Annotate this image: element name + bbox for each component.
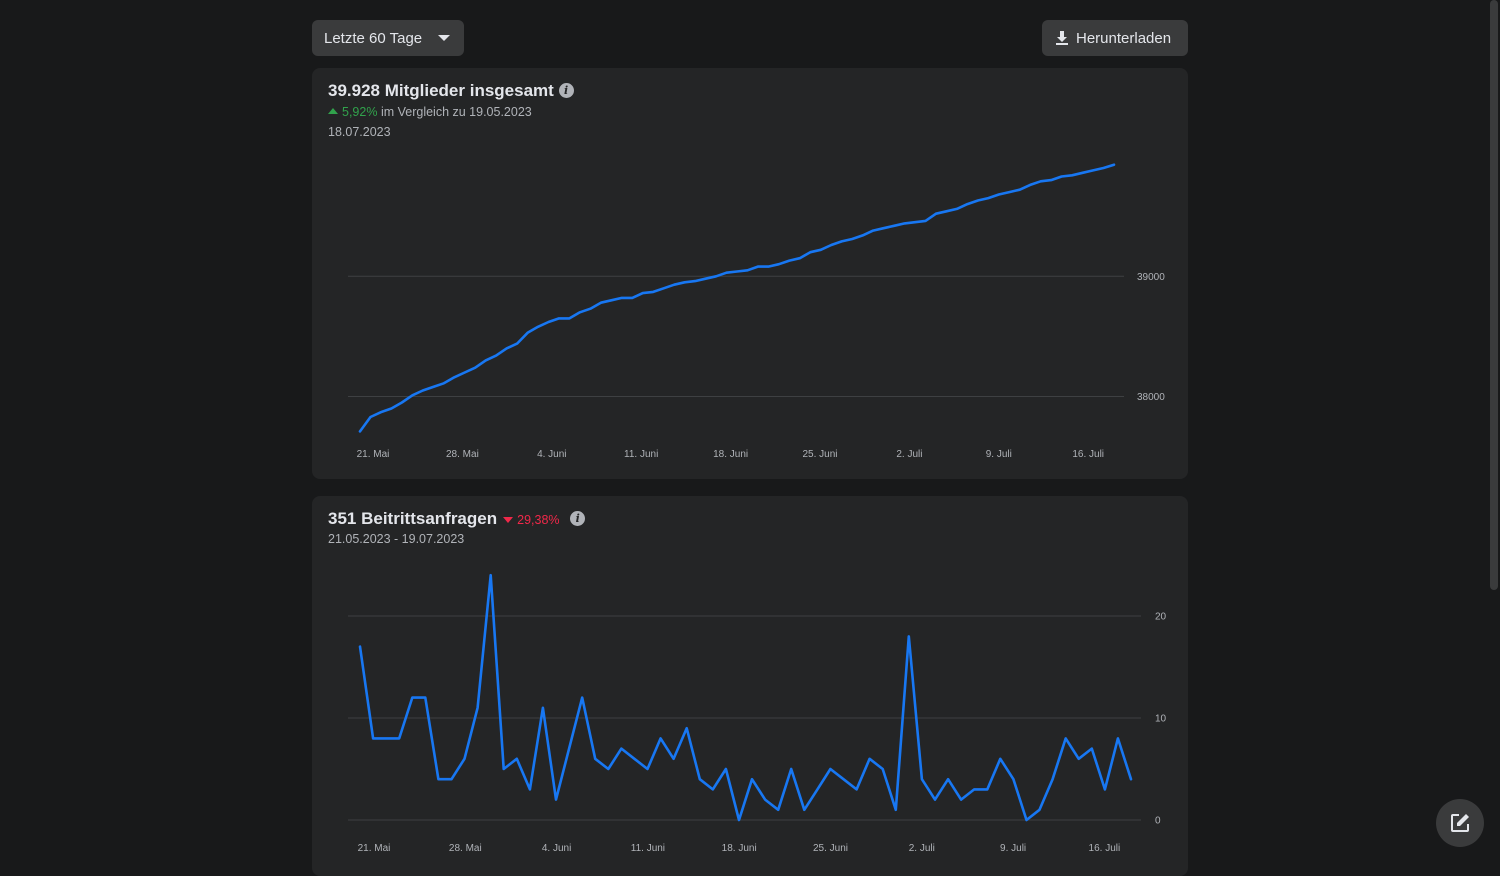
date-range-dropdown[interactable]: Letzte 60 Tage: [312, 20, 464, 56]
requests-change-pct: 29,38%: [517, 513, 560, 527]
download-label: Herunterladen: [1076, 29, 1172, 47]
y-tick-label: 39000: [1137, 272, 1165, 283]
x-tick-label: 18. Juni: [713, 449, 748, 460]
members-change: 5,92% im Vergleich zu 19.05.2023: [328, 105, 532, 119]
members-title: 39.928 Mitglieder insgesamt: [328, 81, 554, 100]
x-tick-label: 28. Mai: [446, 449, 479, 460]
members-date: 18.07.2023: [328, 125, 391, 139]
caret-down-icon: [438, 35, 450, 41]
toolbar: Letzte 60 Tage Herunterladen: [312, 20, 1188, 56]
download-icon: [1056, 31, 1068, 45]
edit-icon: [1451, 814, 1469, 832]
compose-button[interactable]: [1436, 799, 1484, 847]
trend-up-icon: [328, 108, 338, 114]
y-tick-label: 20: [1155, 612, 1167, 623]
members-line-chart: 38000 39000 21. Mai 28. Mai 4. Juni 11. Juni 1…: [348, 163, 1165, 460]
info-icon[interactable]: i: [570, 511, 586, 526]
series-line: [358, 573, 1133, 822]
requests-card: 351 Beitrittsanfragen 29,38% i 21.05.2023…: [312, 496, 1188, 876]
y-tick-label: 0: [1155, 816, 1161, 827]
y-tick-label: 38000: [1137, 392, 1165, 403]
requests-title-row: 351 Beitrittsanfragen 29,38% i: [328, 509, 586, 529]
members-card: 39.928 Mitglieder insgesamt i 5,92% im V…: [312, 68, 1188, 479]
x-tick-label: 2. Juli: [896, 449, 922, 460]
members-change-text: im Vergleich zu 19.05.2023: [380, 105, 532, 119]
y-tick-label: 10: [1155, 714, 1167, 725]
x-tick-label: 4. Juni: [542, 843, 571, 854]
date-range-label: Letzte 60 Tage: [324, 29, 423, 47]
x-tick-label: 16. Juli: [1089, 843, 1121, 854]
x-tick-label: 25. Juni: [813, 843, 848, 854]
x-tick-label: 18. Juni: [722, 843, 757, 854]
members-change-pct: 5,92%: [342, 105, 378, 119]
info-icon[interactable]: i: [558, 83, 574, 98]
x-tick-label: 4. Juni: [537, 449, 566, 460]
x-tick-label: 25. Juni: [802, 449, 837, 460]
x-tick-label: 9. Juli: [1000, 843, 1026, 854]
x-tick-label: 16. Juli: [1072, 449, 1104, 460]
requests-title: 351 Beitrittsanfragen: [328, 509, 498, 528]
x-tick-label: 11. Juni: [624, 449, 658, 460]
requests-line-chart: 0 10 20 21. Mai 28. Mai 4. Juni 11. Juni 18. Ju…: [348, 573, 1167, 854]
x-tick-label: 2. Juli: [909, 843, 935, 854]
trend-down-icon: [503, 517, 514, 523]
x-tick-label: 28. Mai: [449, 843, 482, 854]
download-button[interactable]: Herunterladen: [1042, 20, 1188, 56]
scrollbar-thumb[interactable]: [1490, 0, 1498, 590]
series-line: [358, 163, 1116, 433]
x-tick-label: 21. Mai: [357, 449, 390, 460]
members-title-row: 39.928 Mitglieder insgesamt i: [328, 81, 574, 101]
requests-date-range: 21.05.2023 - 19.07.2023: [328, 532, 465, 546]
x-tick-label: 21. Mai: [358, 843, 391, 854]
page-scrollbar[interactable]: [1488, 0, 1500, 863]
x-tick-label: 9. Juli: [986, 449, 1012, 460]
x-tick-label: 11. Juni: [631, 843, 665, 854]
